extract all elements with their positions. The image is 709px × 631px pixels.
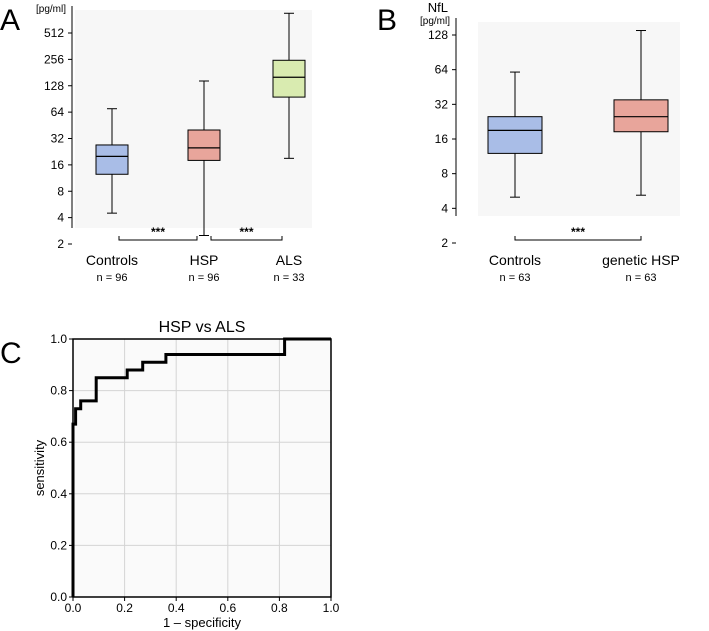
y-tick-label: 512 <box>44 26 64 40</box>
roc-curve <box>71 337 331 597</box>
x-tick-label: 1.0 <box>323 601 340 615</box>
box-iqr <box>272 59 306 98</box>
x-tick-label: 0.0 <box>65 601 82 615</box>
x-axis-label: 1 – specificity <box>163 615 242 630</box>
box-als <box>272 12 306 159</box>
significance-label: *** <box>239 225 253 239</box>
y-axis-unit: [pg/ml] <box>36 4 66 15</box>
y-tick-label: 16 <box>51 158 65 172</box>
y-axis-label: sensitivity <box>32 439 47 496</box>
panel-letter-b: B <box>377 4 397 37</box>
significance-label: *** <box>151 225 165 239</box>
y-tick-label: 1.0 <box>50 332 67 346</box>
significance-label: *** <box>571 225 585 239</box>
roc-title: HSP vs ALS <box>159 319 246 336</box>
panel-c-roc: 0.0 0.2 0.4 0.6 0.8 1.0 0.0 0.2 0.4 0.6 0.8 1.0 HSP … <box>32 319 340 630</box>
n-label: n = 96 <box>189 272 220 284</box>
y-tick-label: 8 <box>441 167 448 181</box>
y-axis-unit: [pg/ml] <box>420 16 450 27</box>
significance-bracket: *** <box>210 225 283 241</box>
panel-b-boxplot: NfL[pg/ml] 2 4 8 16 32 64 128 Controls n = 63 gene… <box>420 0 680 284</box>
y-tick-label: 128 <box>428 28 448 42</box>
significance-bracket: *** <box>118 225 198 241</box>
bracket-line <box>514 236 642 241</box>
box-iqr <box>613 99 669 133</box>
x-tick-label: 0.4 <box>168 601 185 615</box>
y-tick-label: 8 <box>57 184 64 198</box>
significance-bracket: *** <box>514 225 642 241</box>
box-iqr <box>187 129 221 161</box>
category-label: ALS <box>276 252 302 268</box>
panel-letter-a: A <box>0 4 20 37</box>
y-axis-label: NfL <box>44 0 64 3</box>
x-tick-label: 0.6 <box>219 601 236 615</box>
box-iqr <box>487 116 543 154</box>
category-label: HSP <box>190 252 219 268</box>
y-tick-label: 2 <box>441 236 448 250</box>
y-tick-label: 4 <box>441 201 448 215</box>
y-tick-label: 256 <box>44 52 64 66</box>
y-tick-label: 0.6 <box>50 435 67 449</box>
y-tick-label: 32 <box>51 132 65 146</box>
y-axis-label: NfL <box>428 0 448 15</box>
y-tick-label: 64 <box>51 105 65 119</box>
box-iqr <box>95 144 129 175</box>
plot-area <box>75 10 312 228</box>
box-hsp <box>187 80 221 237</box>
n-label: n = 63 <box>626 272 657 284</box>
box-genetic-hsp <box>613 30 669 196</box>
y-tick-label: 2 <box>57 237 64 251</box>
bracket-line <box>118 236 198 241</box>
bracket-line <box>210 236 283 241</box>
y-tick-label: 128 <box>44 79 64 93</box>
roc-plot-area <box>73 339 331 597</box>
n-label: n = 33 <box>274 272 305 284</box>
y-tick-label: 0.8 <box>50 384 67 398</box>
category-label: Controls <box>86 252 138 268</box>
x-tick-label: 0.8 <box>271 601 288 615</box>
y-tick-label: 64 <box>435 63 449 77</box>
category-label: genetic HSP <box>602 252 680 268</box>
y-tick-label: 16 <box>435 132 449 146</box>
n-label: n = 96 <box>97 272 128 284</box>
y-tick-label: 0.4 <box>50 487 67 501</box>
y-tick-label: 0.2 <box>50 538 67 552</box>
y-tick-label: 0.0 <box>50 590 67 604</box>
x-tick-label: 0.2 <box>116 601 133 615</box>
category-label: Controls <box>489 252 541 268</box>
box-controls <box>95 108 129 214</box>
panel-letter-c: C <box>0 337 22 370</box>
y-tick-label: 4 <box>57 211 64 225</box>
n-label: n = 63 <box>500 272 531 284</box>
box-controls <box>487 71 543 198</box>
y-tick-label: 32 <box>435 97 449 111</box>
panel-a-boxplot: NfL[pg/ml] 2 4 8 16 32 64 128 256 512 Controls n = … <box>36 0 312 284</box>
